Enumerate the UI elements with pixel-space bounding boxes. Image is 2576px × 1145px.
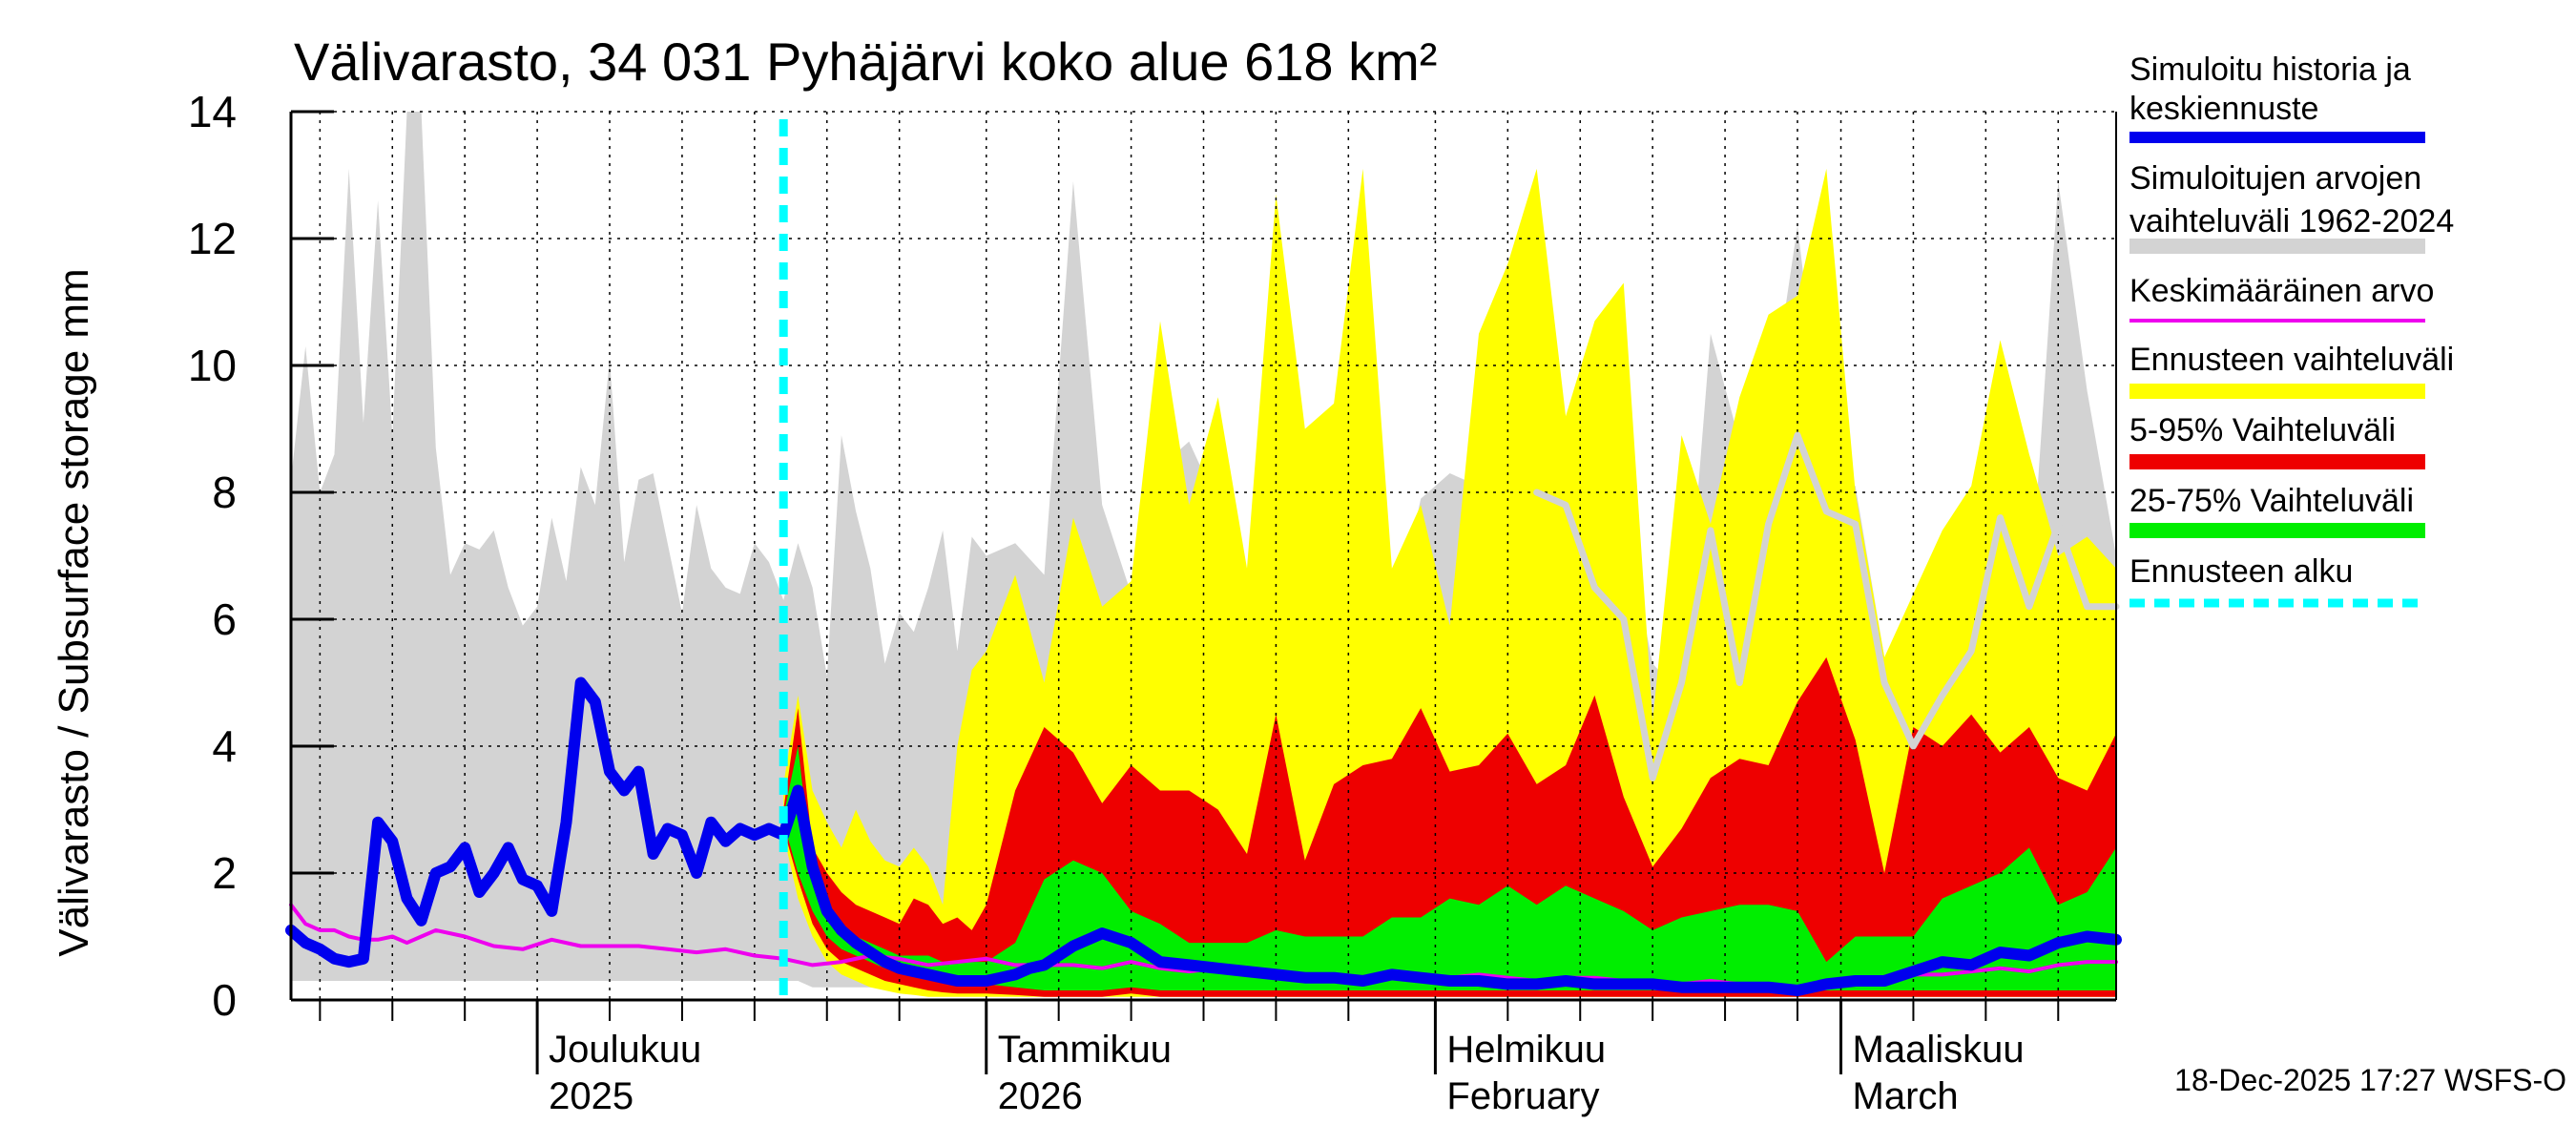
legend-label: Keskimääräinen arvo — [2129, 273, 2434, 309]
month-label: Maaliskuu — [1853, 1029, 2025, 1071]
historical-median-line — [1533, 431, 2120, 781]
y-tick-label: 0 — [212, 975, 237, 1025]
plot-area — [285, 111, 2122, 1000]
y-tick-label: 6 — [212, 594, 237, 644]
legend-label: Simuloitu historia ja — [2129, 52, 2411, 88]
chart-title: Välivarasto, 34 031 Pyhäjärvi koko alue … — [294, 31, 1437, 92]
y-tick-label: 8 — [212, 468, 237, 517]
y-tick-label: 10 — [188, 341, 237, 390]
year-label: 2026 — [998, 1075, 1083, 1117]
month-label: Tammikuu — [998, 1029, 1172, 1071]
legend-label-line2: keskiennuste — [2129, 91, 2318, 127]
legend-label: Ennusteen vaihteluväli — [2129, 342, 2454, 378]
month-label: Helmikuu — [1446, 1029, 1606, 1071]
y-axis-ticks: 0 2 4 6 8 10 12 14 — [188, 87, 334, 1025]
legend-label: Simuloitujen arvojen — [2129, 160, 2421, 197]
y-axis-label: Välivarasto / Subsurface storage mm — [51, 268, 97, 956]
month-label: Joulukuu — [549, 1029, 701, 1071]
vertical-grid — [291, 111, 2116, 1000]
year-label: February — [1446, 1075, 1599, 1117]
year-label: 2025 — [549, 1075, 634, 1117]
y-tick-label: 2 — [212, 848, 237, 898]
legend-label-line2: vaihteluväli 1962-2024 — [2129, 203, 2454, 239]
median-line — [285, 677, 2122, 996]
y-tick-label: 12 — [188, 214, 237, 263]
footer-timestamp: 18-Dec-2025 17:27 WSFS-O — [2174, 1063, 2566, 1097]
historical-median — [1533, 431, 2120, 781]
p25-75-area — [783, 746, 2117, 990]
p25-75-band — [783, 746, 2117, 990]
year-label: March — [1853, 1075, 1959, 1117]
legend-label: Ennusteen alku — [2129, 553, 2353, 590]
legend-label: 25-75% Vaihteluväli — [2129, 483, 2414, 519]
y-tick-label: 14 — [188, 87, 237, 136]
y-tick-label: 4 — [212, 721, 237, 771]
legend-label: 5-95% Vaihteluväli — [2129, 412, 2396, 448]
simulated-median — [285, 677, 2122, 996]
